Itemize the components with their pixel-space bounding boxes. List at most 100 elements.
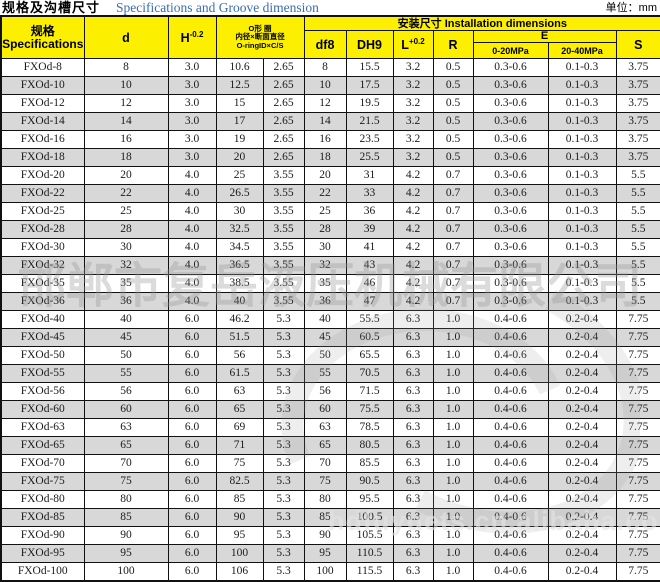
value-cell: 36.5 bbox=[215, 256, 264, 275]
value-cell: 0.5 bbox=[432, 130, 474, 149]
value-cell: 6.3 bbox=[392, 382, 434, 401]
table-row: FXOd-40 40 6.0 46.2 5.3 40 55.5 6.3 1.0 0.4-0.6 0.… bbox=[0, 310, 660, 329]
value-cell: 12 bbox=[83, 94, 169, 113]
value-cell: 3.2 bbox=[392, 148, 434, 167]
value-cell: 5.3 bbox=[262, 400, 305, 419]
spec-table: 规格 Specifications d H-0.2 O形 圈 内径×断面直径 O… bbox=[0, 15, 660, 582]
value-cell: 1.0 bbox=[432, 382, 474, 401]
value-cell: 0.3-0.6 bbox=[472, 274, 549, 293]
table-row: FXOd-100 100 6.0 106 5.3 100 115.5 6.3 1.0 0.4-0.… bbox=[0, 562, 660, 582]
value-cell: 21.5 bbox=[345, 112, 394, 131]
value-cell: 6.3 bbox=[392, 400, 434, 419]
value-cell: 3.2 bbox=[392, 58, 434, 77]
value-cell: 41 bbox=[345, 238, 394, 257]
value-cell: 40 bbox=[83, 310, 169, 329]
col-header-spec-zh: 规格 bbox=[30, 23, 55, 38]
col-header-d: d bbox=[83, 15, 169, 59]
value-cell: 26.5 bbox=[215, 184, 264, 203]
value-cell: 15 bbox=[215, 94, 264, 113]
value-cell: 3.2 bbox=[392, 130, 434, 149]
value-cell: 0.4-0.6 bbox=[472, 508, 549, 527]
value-cell: 4.0 bbox=[167, 238, 217, 257]
value-cell: 0.1-0.3 bbox=[547, 184, 617, 203]
value-cell: 35 bbox=[303, 274, 347, 293]
value-cell: 6.3 bbox=[392, 526, 434, 545]
value-cell: 50 bbox=[83, 346, 169, 365]
value-cell: 0.2-0.4 bbox=[547, 490, 617, 509]
model-cell: FXOd-10 bbox=[0, 76, 85, 95]
value-cell: 8 bbox=[83, 58, 169, 77]
value-cell: 0.4-0.6 bbox=[472, 472, 549, 491]
value-cell: 4.0 bbox=[167, 220, 217, 239]
value-cell: 0.1-0.3 bbox=[547, 256, 617, 275]
model-cell: FXOd-36 bbox=[0, 292, 85, 311]
value-cell: 36 bbox=[345, 202, 394, 221]
value-cell: 1.0 bbox=[432, 472, 474, 491]
table-row: FXOd-70 70 6.0 75 5.3 70 85.5 6.3 1.0 0.4-0.6 0.2-… bbox=[0, 454, 660, 473]
value-cell: 0.4-0.6 bbox=[472, 562, 549, 582]
value-cell: 38.5 bbox=[215, 274, 264, 293]
value-cell: 6.0 bbox=[167, 526, 217, 545]
l-base: L bbox=[401, 38, 409, 53]
value-cell: 25 bbox=[303, 202, 347, 221]
value-cell: 45 bbox=[303, 328, 347, 347]
value-cell: 0.4-0.6 bbox=[472, 526, 549, 545]
value-cell: 82.5 bbox=[215, 472, 264, 491]
model-cell: FXOd-35 bbox=[0, 274, 85, 293]
model-cell: FXOd-18 bbox=[0, 148, 85, 167]
value-cell: 5.3 bbox=[262, 454, 305, 473]
value-cell: 2.65 bbox=[262, 58, 305, 77]
value-cell: 1.0 bbox=[432, 454, 474, 473]
table-row: FXOd-18 18 3.0 20 2.65 18 25.5 3.2 0.5 0.3-0.6 0.1… bbox=[0, 148, 660, 167]
value-cell: 0.5 bbox=[432, 148, 474, 167]
value-cell: 3.0 bbox=[167, 76, 217, 95]
table-row: FXOd-56 56 6.0 63 5.3 56 71.5 6.3 1.0 0.4-0.6 0.2-… bbox=[0, 382, 660, 401]
value-cell: 47 bbox=[345, 292, 394, 311]
value-cell: 63 bbox=[303, 418, 347, 437]
model-cell: FXOd-16 bbox=[0, 130, 85, 149]
value-cell: 0.2-0.4 bbox=[547, 382, 617, 401]
table-row: FXOd-12 12 3.0 15 2.65 12 19.5 3.2 0.5 0.3-0.6 0.1… bbox=[0, 94, 660, 113]
value-cell: 0.2-0.4 bbox=[547, 454, 617, 473]
oring-line1: O形 圈 bbox=[248, 23, 272, 33]
value-cell: 0.4-0.6 bbox=[472, 364, 549, 383]
value-cell: 1.0 bbox=[432, 364, 474, 383]
value-cell: 16 bbox=[83, 130, 169, 149]
value-cell: 0.3-0.6 bbox=[472, 130, 549, 149]
value-cell: 0.3-0.6 bbox=[472, 148, 549, 167]
col-header-df8: df8 bbox=[303, 30, 347, 59]
value-cell: 6.0 bbox=[167, 310, 217, 329]
model-cell: FXOd-14 bbox=[0, 112, 85, 131]
col-header-r: R bbox=[432, 30, 474, 59]
value-cell: 106 bbox=[215, 562, 264, 582]
value-cell: 5.3 bbox=[262, 328, 305, 347]
value-cell: 7.75 bbox=[615, 508, 660, 527]
value-cell: 0.2-0.4 bbox=[547, 508, 617, 527]
value-cell: 0.1-0.3 bbox=[547, 274, 617, 293]
value-cell: 5.3 bbox=[262, 364, 305, 383]
value-cell: 3.55 bbox=[262, 256, 305, 275]
table-row: FXOd-45 45 6.0 51.5 5.3 45 60.5 6.3 1.0 0.4-0.6 0.… bbox=[0, 328, 660, 347]
value-cell: 6.0 bbox=[167, 490, 217, 509]
value-cell: 6.3 bbox=[392, 346, 434, 365]
model-cell: FXOd-80 bbox=[0, 490, 85, 509]
value-cell: 0.2-0.4 bbox=[547, 418, 617, 437]
model-cell: FXOd-100 bbox=[0, 562, 85, 582]
value-cell: 3.55 bbox=[262, 238, 305, 257]
value-cell: 7.75 bbox=[615, 490, 660, 509]
table-row: FXOd-28 28 4.0 32.5 3.55 28 39 4.2 0.7 0.3-0.6 0.1… bbox=[0, 220, 660, 239]
model-cell: FXOd-50 bbox=[0, 346, 85, 365]
value-cell: 5.5 bbox=[615, 256, 660, 275]
value-cell: 3.0 bbox=[167, 112, 217, 131]
value-cell: 0.7 bbox=[432, 202, 474, 221]
value-cell: 0.1-0.3 bbox=[547, 202, 617, 221]
value-cell: 61.5 bbox=[215, 364, 264, 383]
value-cell: 5.5 bbox=[615, 184, 660, 203]
value-cell: 35 bbox=[83, 274, 169, 293]
value-cell: 28 bbox=[83, 220, 169, 239]
value-cell: 100 bbox=[83, 562, 169, 582]
value-cell: 36 bbox=[303, 292, 347, 311]
value-cell: 23.5 bbox=[345, 130, 394, 149]
value-cell: 12.5 bbox=[215, 76, 264, 95]
value-cell: 30 bbox=[215, 202, 264, 221]
